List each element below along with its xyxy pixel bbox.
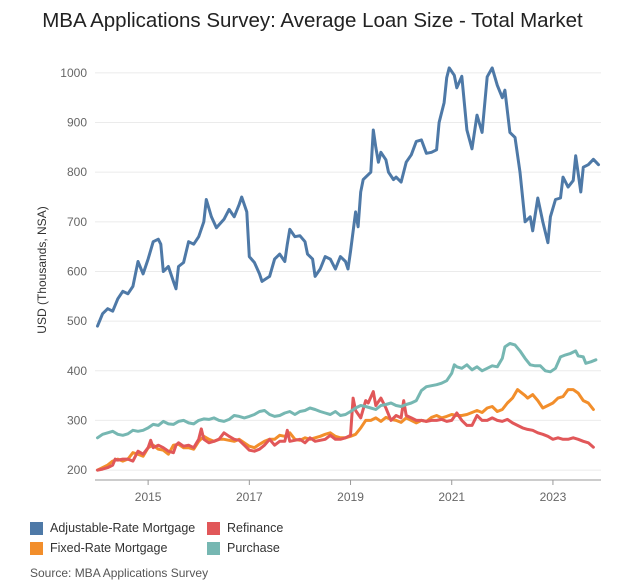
x-tick-label-2021: 2021 <box>438 490 465 504</box>
y-tick-label-800: 800 <box>67 165 87 179</box>
series-line-frm <box>96 388 595 472</box>
x-tick-label-2015: 2015 <box>135 490 162 504</box>
legend-swatch-frm <box>30 541 43 555</box>
series-line-refi <box>96 390 595 472</box>
legend-label-refinance: Refinance <box>227 521 284 535</box>
y-tick-label-900: 900 <box>67 116 87 130</box>
legend-label-frm: Fixed-Rate Mortgage <box>50 541 168 555</box>
series-lines <box>96 66 600 472</box>
legend-label-purchase: Purchase <box>227 541 280 555</box>
legend-item-frm[interactable]: Fixed-Rate Mortgage <box>30 541 167 555</box>
x-tick-label-2023: 2023 <box>540 490 567 504</box>
legend-item-refinance[interactable]: Refinance <box>207 521 283 535</box>
legend-swatch-purchase <box>207 541 220 555</box>
x-tick-label-2017: 2017 <box>236 490 263 504</box>
axes <box>95 479 601 485</box>
legend-item-arm[interactable]: Adjustable-Rate Mortgage <box>30 521 195 535</box>
y-tick-label-700: 700 <box>67 215 87 229</box>
source-note: Source: MBA Applications Survey <box>30 566 209 580</box>
legend-swatch-arm <box>30 521 43 535</box>
chart-title: MBA Applications Survey: Average Loan Si… <box>42 9 583 32</box>
legend-label-arm: Adjustable-Rate Mortgage <box>50 521 196 535</box>
y-tick-label-1000: 1000 <box>60 66 87 80</box>
y-tick-label-500: 500 <box>67 314 87 328</box>
legend-item-purchase[interactable]: Purchase <box>207 541 280 555</box>
x-tick-label-2019: 2019 <box>337 490 364 504</box>
y-tick-label-200: 200 <box>67 463 87 477</box>
legend-swatch-refinance <box>207 521 220 535</box>
grid-lines <box>95 72 601 471</box>
y-tick-label-300: 300 <box>67 413 87 427</box>
series-line-purchase <box>96 342 598 440</box>
axis-ticks: 200 300 400 500 600 700 800 900 1000 2015 2017 2019… <box>60 66 566 504</box>
y-axis-label: USD (Thousands, NSA) <box>35 206 49 333</box>
y-tick-label-400: 400 <box>67 364 87 378</box>
y-tick-label-600: 600 <box>67 264 87 278</box>
series-line-arm <box>96 66 600 328</box>
